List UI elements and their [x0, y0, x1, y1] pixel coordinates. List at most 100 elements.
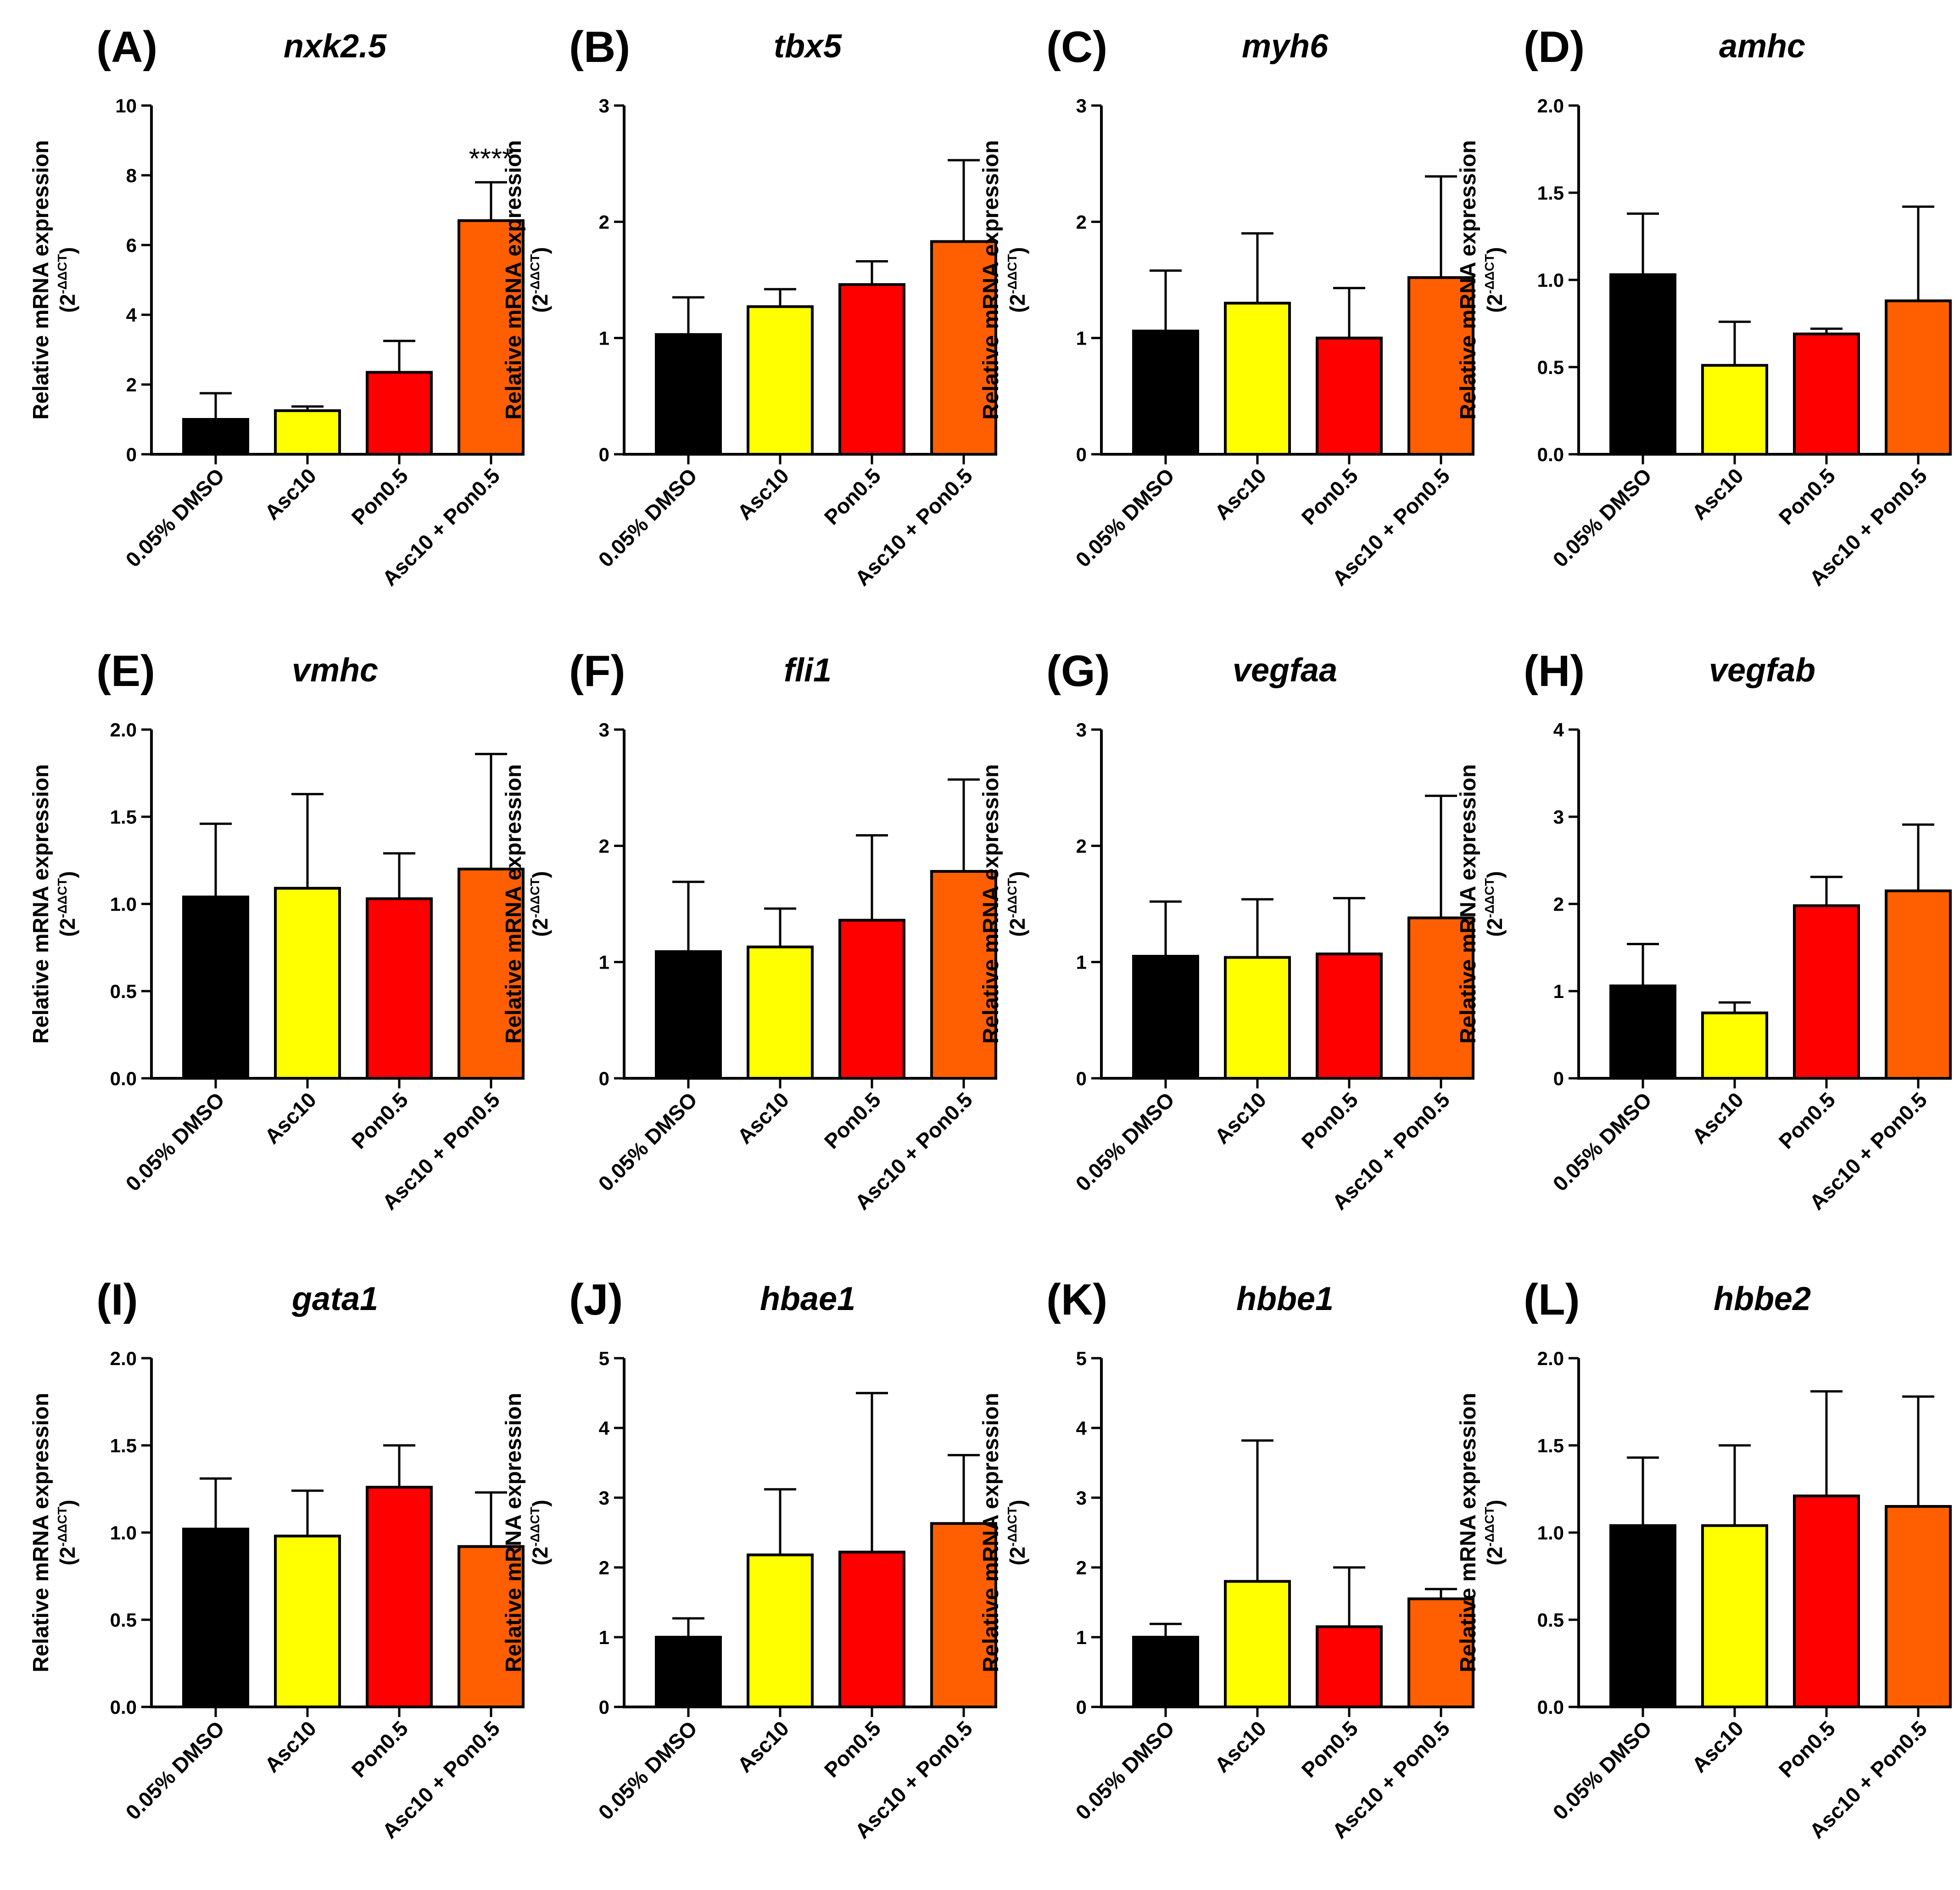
y-axis-unit: (2-ΔΔCT)	[1482, 871, 1507, 937]
bar-4	[458, 219, 525, 456]
y-axis-unit-exponent: -ΔΔCT	[1482, 254, 1497, 294]
y-tick-label: 1.0	[110, 893, 137, 915]
gene-title: vegfab	[1709, 652, 1815, 689]
gene-title: vmhc	[292, 652, 378, 689]
y-axis-unit-exponent: -ΔΔCT	[528, 878, 542, 918]
y-axis-label: Relative mRNA expression	[502, 764, 526, 1043]
bar-3	[1316, 1625, 1383, 1708]
y-tick-label: 8	[126, 165, 137, 186]
y-tick-label: 2.0	[110, 1348, 137, 1369]
y-axis-unit-close: )	[1483, 871, 1507, 878]
bar-3	[838, 1550, 905, 1709]
y-tick-label: 2	[1076, 835, 1087, 857]
y-tick-label: 2.0	[1537, 95, 1564, 117]
x-category-label: Asc10	[732, 1716, 793, 1777]
bar-2	[274, 409, 341, 456]
y-tick-label: 2	[1076, 1557, 1087, 1578]
y-axis-label: Relative mRNA expression	[979, 764, 1003, 1043]
y-tick-label: 3	[1076, 95, 1087, 117]
gene-title: amhc	[1719, 28, 1805, 65]
y-axis-unit-close: )	[56, 871, 79, 878]
bar-2	[1224, 956, 1291, 1080]
y-axis-unit-close: )	[56, 247, 79, 254]
y-tick-label: 1	[599, 1627, 609, 1648]
y-axis-unit-exponent: -ΔΔCT	[55, 878, 69, 918]
bar-1	[655, 1636, 722, 1708]
panel-letter: (E)	[96, 647, 155, 696]
x-category-label: Pon0.5	[820, 463, 885, 529]
panel-letter: (C)	[1046, 22, 1107, 72]
panel-letter: (H)	[1524, 647, 1585, 696]
y-axis-label: Relative mRNA expression	[29, 140, 53, 419]
y-tick-label: 3	[1553, 806, 1564, 828]
gene-title: fli1	[784, 652, 832, 689]
y-axis-unit-close: )	[1005, 247, 1029, 254]
y-axis-unit: (2-ΔΔCT)	[55, 247, 79, 312]
y-tick-label: 0.5	[1537, 357, 1564, 378]
panel-b: (B) tbx5 Relative mRNA expression (2-ΔΔCT) 0…	[502, 22, 997, 591]
y-tick-label: 1.5	[110, 1435, 137, 1456]
y-axis-unit-close: )	[56, 1500, 79, 1506]
y-tick-label: 5	[599, 1348, 609, 1369]
y-tick-label: 10	[115, 95, 137, 117]
y-tick-label: 0.5	[1537, 1609, 1564, 1631]
bar-2	[274, 1534, 341, 1709]
y-tick-label: 0.0	[110, 1068, 137, 1089]
y-axis-unit-base: (2	[528, 294, 552, 313]
x-category-label: Pon0.5	[1774, 463, 1840, 529]
y-tick-label: 0	[599, 444, 609, 465]
y-tick-label: 3	[599, 719, 609, 741]
y-tick-label: 3	[1076, 719, 1087, 741]
y-axis-unit-close: )	[528, 1500, 552, 1506]
y-axis-unit-exponent: -ΔΔCT	[1005, 254, 1019, 294]
y-axis-label: Relative mRNA expression	[979, 1393, 1003, 1672]
x-category-label: 0.05% DMSO	[1548, 1087, 1656, 1196]
bar-4	[1407, 916, 1474, 1080]
bar-1	[655, 950, 722, 1080]
gene-title: tbx5	[774, 28, 842, 65]
panel-e: (E) vmhc Relative mRNA expression (2-ΔΔCT) 0…	[29, 647, 525, 1215]
bar-3	[1316, 336, 1383, 456]
y-axis-label: Relative mRNA expression	[502, 1393, 526, 1672]
y-tick-label: 0.0	[1537, 1696, 1564, 1718]
y-tick-label: 1	[599, 952, 609, 973]
x-category-label: Asc10	[1210, 463, 1271, 524]
gene-title: hbae1	[760, 1281, 855, 1317]
y-tick-label: 2	[599, 1557, 609, 1578]
bar-3	[1316, 952, 1383, 1080]
panel-letter: (G)	[1046, 647, 1110, 696]
gene-title: hbbe2	[1714, 1281, 1811, 1317]
x-category-label: Pon0.5	[1774, 1087, 1840, 1153]
y-axis-unit: (2-ΔΔCT)	[528, 1500, 552, 1565]
x-category-label: 0.05% DMSO	[121, 463, 229, 572]
bar-3	[366, 1486, 433, 1708]
bar-1	[1609, 1524, 1676, 1709]
y-axis-unit-close: )	[1483, 1500, 1507, 1506]
x-category-label: 0.05% DMSO	[121, 1716, 229, 1824]
y-axis-label: Relative mRNA expression	[1456, 764, 1480, 1043]
y-axis-unit-close: )	[1483, 247, 1507, 254]
y-axis-unit-base: (2	[56, 918, 79, 937]
y-axis-unit: (2-ΔΔCT)	[528, 871, 552, 937]
y-tick-label: 2	[1076, 211, 1087, 233]
gene-title: hbbe1	[1236, 1281, 1334, 1317]
y-tick-label: 0	[126, 444, 137, 465]
y-tick-label: 1	[1076, 1627, 1087, 1648]
y-tick-label: 0	[1076, 444, 1087, 465]
bar-3	[838, 919, 905, 1080]
x-category-label: Pon0.5	[347, 1087, 413, 1153]
y-tick-label: 2.0	[1537, 1348, 1564, 1369]
y-axis-unit: (2-ΔΔCT)	[1482, 247, 1507, 312]
y-axis-unit-base: (2	[56, 294, 79, 313]
x-category-label: Asc10	[260, 1716, 321, 1777]
y-tick-label: 6	[126, 234, 137, 256]
x-category-label: 0.05% DMSO	[1071, 463, 1179, 572]
x-category-label: Asc10	[732, 1087, 793, 1148]
bar-1	[1132, 1636, 1199, 1708]
panel-c: (C) myh6 Relative mRNA expression (2-ΔΔCT) 0…	[979, 22, 1474, 591]
y-axis-unit-base: (2	[528, 918, 552, 937]
y-axis-unit: (2-ΔΔCT)	[1482, 1500, 1507, 1565]
x-category-label: Pon0.5	[1297, 1716, 1363, 1782]
panel-h: (H) vegfab Relative mRNA expression (2-ΔΔCT…	[1456, 647, 1952, 1215]
